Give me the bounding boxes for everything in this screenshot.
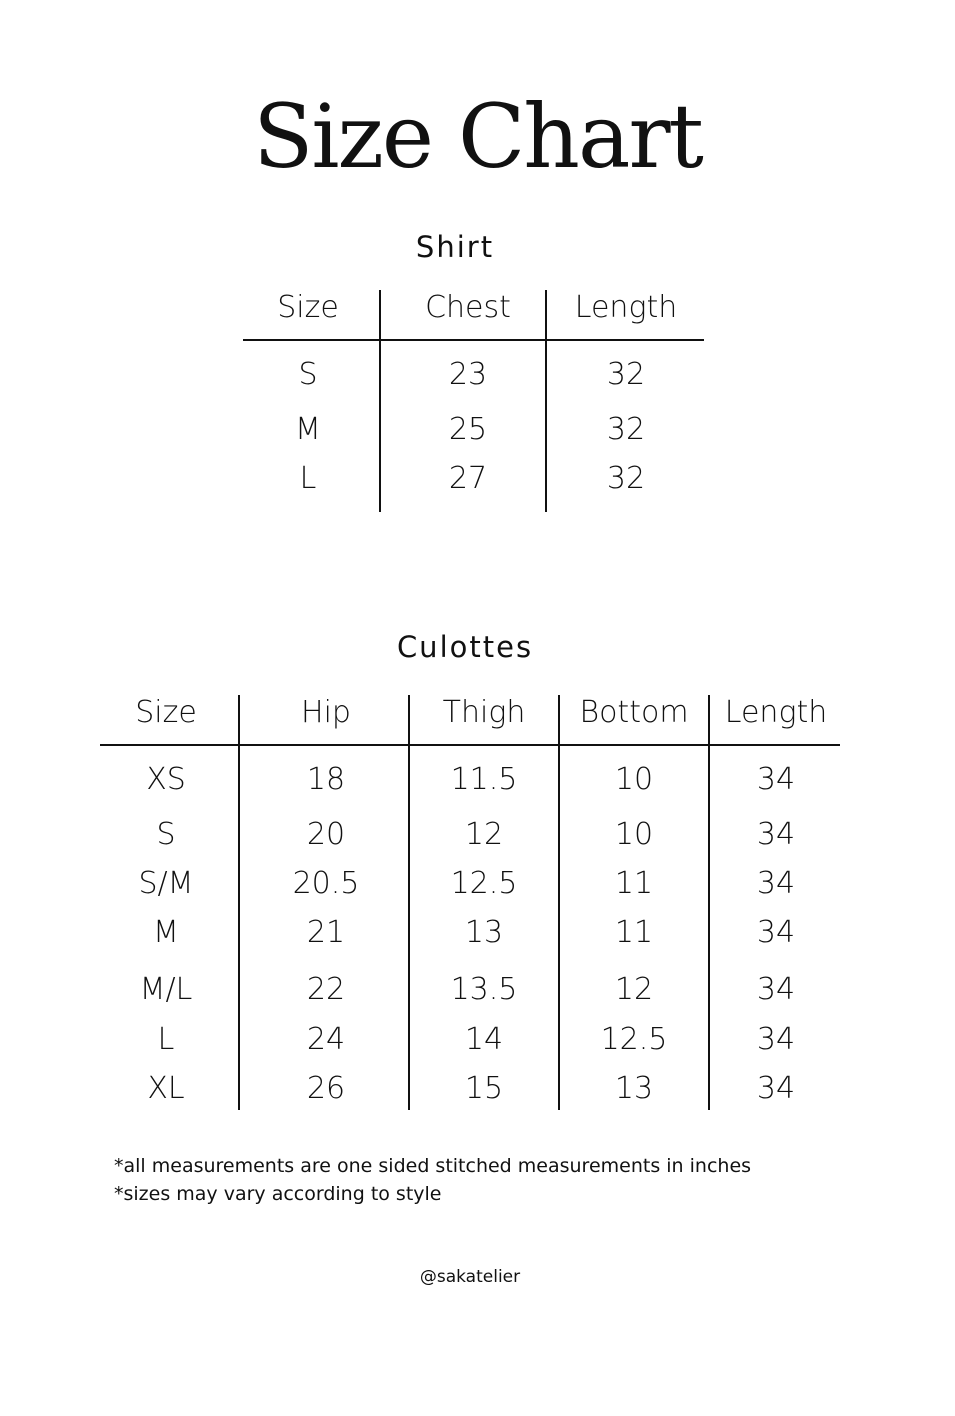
table-cell: M	[295, 412, 321, 447]
note: *sizes may vary according to style	[114, 1183, 442, 1205]
table-cell: 12.5	[600, 1022, 668, 1057]
column-divider	[408, 695, 410, 1110]
table-cell: 34	[756, 1071, 796, 1106]
table-cell: 12.5	[450, 866, 518, 901]
table-cell: 20.5	[292, 866, 360, 901]
table-cell: 34	[756, 762, 796, 797]
table-cell: 22	[306, 972, 346, 1007]
table-cell: 32	[606, 357, 646, 392]
column-divider	[379, 290, 381, 512]
table-cell: 12	[614, 972, 654, 1007]
table-cell: 32	[606, 412, 646, 447]
note: *all measurements are one sided stitched…	[114, 1155, 752, 1177]
column-divider	[545, 290, 547, 512]
table-cell: 21	[306, 915, 346, 950]
table-cell: XL	[147, 1071, 185, 1106]
header-divider	[100, 744, 840, 746]
table-cell: 27	[448, 461, 488, 496]
page-title: Size Chart	[253, 85, 704, 188]
culottes-title: Culottes	[396, 630, 534, 664]
table-cell: 15	[464, 1071, 504, 1106]
column-header: Hip	[301, 695, 351, 730]
column-header: Chest	[425, 290, 511, 325]
instagram-handle: @sakatelier	[419, 1267, 521, 1287]
table-cell: 13.5	[450, 972, 518, 1007]
column-divider	[238, 695, 240, 1110]
shirt-title: Shirt	[415, 230, 495, 264]
table-cell: 10	[614, 762, 654, 797]
table-cell: XS	[146, 762, 186, 797]
column-header: Length	[574, 290, 678, 325]
table-cell: 34	[756, 915, 796, 950]
table-cell: L	[299, 461, 317, 496]
table-cell: S	[298, 357, 318, 392]
table-cell: 34	[756, 866, 796, 901]
column-header: Bottom	[579, 695, 689, 730]
table-cell: 34	[756, 817, 796, 852]
table-cell: 32	[606, 461, 646, 496]
table-cell: 11	[614, 915, 654, 950]
table-cell: 13	[464, 915, 504, 950]
table-cell: 24	[306, 1022, 346, 1057]
column-divider	[558, 695, 560, 1110]
table-cell: 11.5	[450, 762, 518, 797]
table-cell: 11	[614, 866, 654, 901]
header-divider	[243, 339, 704, 341]
table-cell: M/L	[139, 972, 193, 1007]
table-cell: 34	[756, 972, 796, 1007]
table-cell: 23	[448, 357, 488, 392]
column-header: Size	[135, 695, 197, 730]
table-cell: S/M	[138, 866, 194, 901]
table-cell: 20	[306, 817, 346, 852]
table-cell: 10	[614, 817, 654, 852]
table-cell: S	[156, 817, 176, 852]
table-cell: 18	[306, 762, 346, 797]
column-header: Size	[277, 290, 339, 325]
table-cell: 13	[614, 1071, 654, 1106]
table-cell: M	[153, 915, 179, 950]
table-cell: 12	[464, 817, 504, 852]
column-header: Thigh	[442, 695, 526, 730]
table-cell: 26	[306, 1071, 346, 1106]
table-cell: 14	[464, 1022, 504, 1057]
column-header: Length	[724, 695, 828, 730]
table-cell: 25	[448, 412, 488, 447]
column-divider	[708, 695, 710, 1110]
table-cell: 34	[756, 1022, 796, 1057]
table-cell: L	[157, 1022, 175, 1057]
